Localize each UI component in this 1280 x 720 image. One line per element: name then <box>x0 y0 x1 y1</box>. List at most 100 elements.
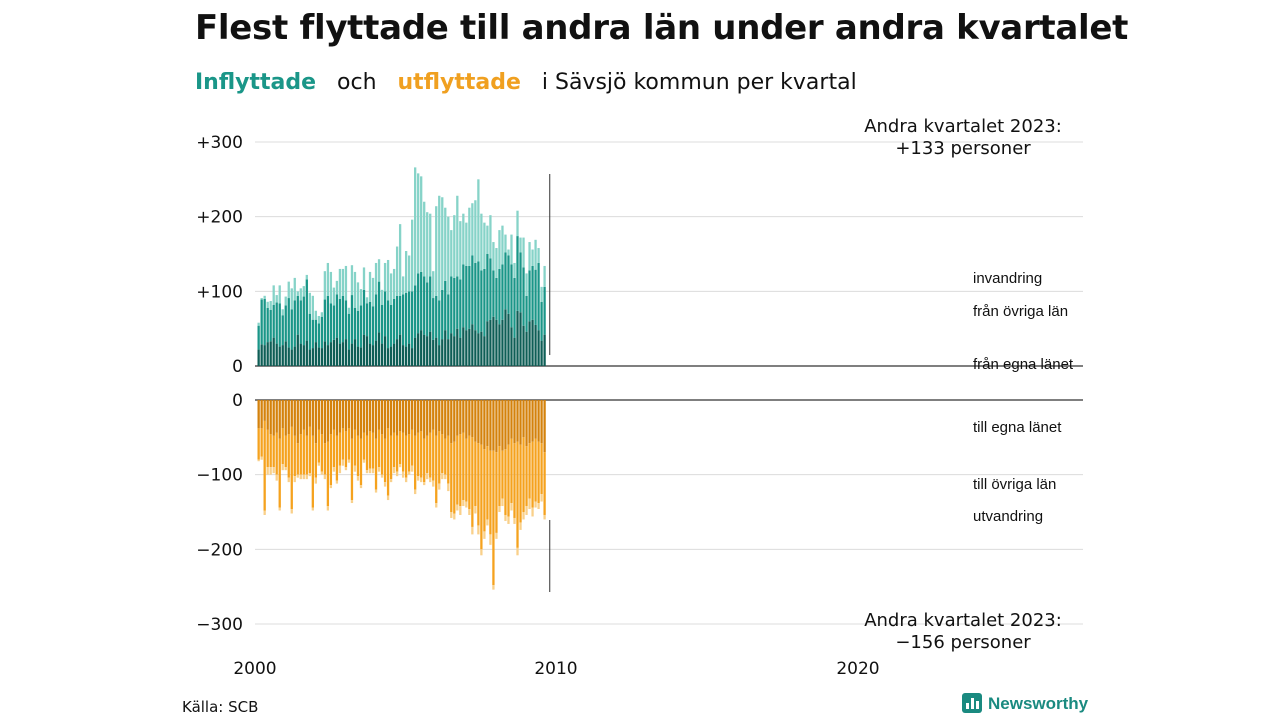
bar-bottom-3 <box>353 465 357 472</box>
bar-bottom-1 <box>420 400 423 432</box>
bar-bottom-3 <box>338 465 342 474</box>
bar-top-3 <box>299 288 302 301</box>
bar-top-3 <box>522 237 525 268</box>
bar-bottom-3 <box>290 509 293 514</box>
bar-bottom-3 <box>296 474 299 478</box>
bar-top-3 <box>525 273 528 296</box>
bar-bottom-1 <box>447 400 450 436</box>
bar-top-2 <box>453 277 456 337</box>
bar-top-2 <box>540 301 543 341</box>
bar-bottom-1 <box>516 400 519 442</box>
bar-bottom-3 <box>332 467 336 472</box>
bar-top-1 <box>263 345 266 366</box>
bar-bottom-2 <box>423 438 426 483</box>
bar-bottom-2 <box>462 432 465 501</box>
bar-bottom-1 <box>293 400 296 436</box>
bar-top-3 <box>395 246 399 296</box>
bar-bottom-1 <box>308 400 311 427</box>
bar-top-3 <box>266 301 269 308</box>
bar-bottom-3 <box>398 464 402 468</box>
bar-top-3 <box>447 216 450 295</box>
bar-bottom-2 <box>395 435 399 472</box>
newsworthy-logo-icon <box>962 693 982 713</box>
bar-top-2 <box>386 300 390 349</box>
bar-top-3 <box>486 225 489 254</box>
bar-top-1 <box>257 349 260 366</box>
x-tick-label: 2020 <box>836 659 879 679</box>
bar-top-3 <box>359 289 363 306</box>
bar-top-3 <box>408 255 411 292</box>
bar-top-3 <box>537 248 540 263</box>
bar-bottom-1 <box>389 400 393 436</box>
bar-bottom-3 <box>305 474 308 480</box>
bar-top-1 <box>441 339 444 366</box>
bar-top-3 <box>368 271 372 302</box>
bar-top-2 <box>465 265 468 331</box>
bar-top-2 <box>269 310 272 342</box>
bar-top-2 <box>326 295 330 346</box>
bar-bottom-2 <box>543 452 546 515</box>
x-tick-label: 2000 <box>233 659 276 679</box>
bar-bottom-2 <box>302 429 305 475</box>
bar-top-2 <box>293 300 296 347</box>
bar-bottom-3 <box>257 459 260 462</box>
bar-top-2 <box>317 323 320 348</box>
bar-bottom-1 <box>272 400 275 436</box>
bar-top-2 <box>486 254 489 322</box>
series-label-bottom: till övriga län <box>973 476 1056 493</box>
bar-bottom-1 <box>453 400 456 442</box>
bar-top-3 <box>528 242 531 271</box>
bar-bottom-3 <box>516 547 519 556</box>
bar-bottom-3 <box>302 474 305 480</box>
bar-top-2 <box>299 300 302 344</box>
bar-top-1 <box>356 346 360 366</box>
bar-top-2 <box>462 264 465 328</box>
bar-bottom-2 <box>456 435 459 505</box>
bottom-annotation: Andra kvartalet 2023: −156 personer <box>848 610 1078 654</box>
bar-top-3 <box>414 167 417 286</box>
bar-bottom-2 <box>311 435 314 508</box>
bar-bottom-2 <box>465 438 468 502</box>
bar-bottom-3 <box>347 459 351 463</box>
subtitle-outflow: utflyttade <box>397 70 521 95</box>
bar-top-1 <box>492 316 495 366</box>
bar-bottom-3 <box>383 482 387 487</box>
bar-top-2 <box>480 270 483 332</box>
bar-bottom-3 <box>543 514 546 520</box>
y-tick-label: −100 <box>196 466 243 486</box>
bar-bottom-3 <box>444 474 447 480</box>
bar-top-3 <box>531 249 534 266</box>
bar-top-1 <box>392 343 396 366</box>
bar-top-3 <box>441 197 444 290</box>
bar-top-3 <box>281 309 284 316</box>
bar-bottom-3 <box>453 513 456 520</box>
bar-top-1 <box>404 346 408 366</box>
series-label-top: invandring <box>973 270 1042 287</box>
bar-top-1 <box>386 348 390 366</box>
bar-bottom-3 <box>380 474 384 478</box>
bar-top-2 <box>507 255 510 314</box>
bar-top-2 <box>338 298 342 344</box>
bar-bottom-1 <box>320 400 324 435</box>
bar-top-1 <box>365 336 369 366</box>
bar-bottom-2 <box>420 431 423 478</box>
bar-top-3 <box>344 265 348 301</box>
bar-top-1 <box>362 334 366 366</box>
bar-top-2 <box>353 307 357 340</box>
bar-bottom-1 <box>438 400 441 432</box>
bar-top-3 <box>474 200 477 263</box>
bar-bottom-1 <box>314 400 317 444</box>
bar-bottom-2 <box>278 438 281 508</box>
bar-top-2 <box>323 299 327 342</box>
bar-bottom-2 <box>432 429 435 481</box>
bar-bottom-2 <box>501 450 504 499</box>
bar-top-1 <box>302 345 305 366</box>
bar-top-1 <box>543 334 546 366</box>
bar-bottom-1 <box>347 400 351 429</box>
bar-bottom-1 <box>504 400 507 450</box>
bar-bottom-2 <box>338 432 342 466</box>
bar-bottom-1 <box>362 400 366 433</box>
bar-bottom-1 <box>359 400 363 439</box>
bar-top-3 <box>420 176 423 272</box>
bar-top-2 <box>263 298 266 346</box>
